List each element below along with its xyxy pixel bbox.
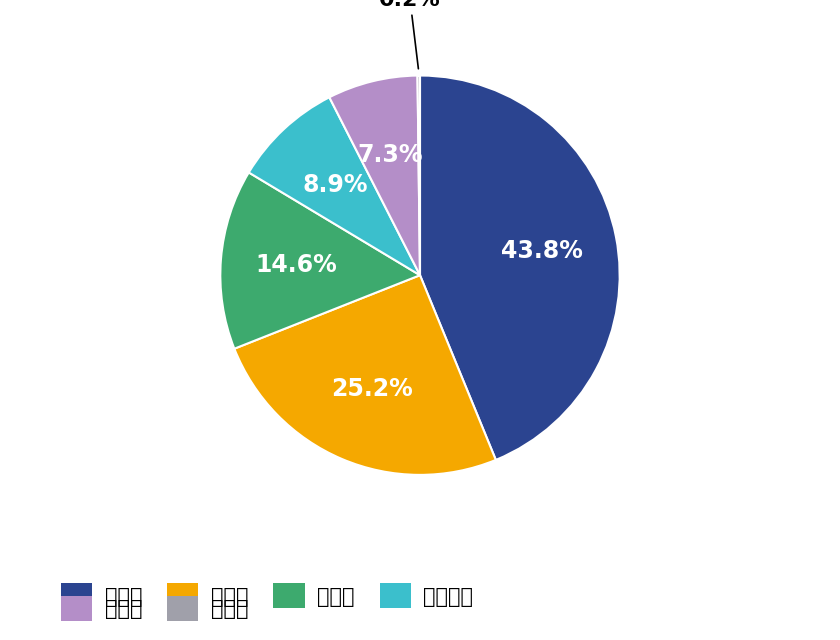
Wedge shape (329, 76, 420, 275)
Legend: 輸入車, その他: 輸入車, その他 (52, 588, 256, 630)
Wedge shape (220, 172, 420, 349)
Wedge shape (420, 76, 620, 460)
Text: 0.2%: 0.2% (379, 0, 441, 68)
Wedge shape (234, 275, 496, 475)
Text: 7.3%: 7.3% (358, 143, 423, 167)
Legend: ホンダ, ヤマハ, スズキ, カワサキ: ホンダ, ヤマハ, スズキ, カワサキ (52, 575, 481, 617)
Wedge shape (249, 97, 420, 275)
Text: 8.9%: 8.9% (302, 173, 368, 196)
Text: 43.8%: 43.8% (501, 239, 582, 263)
Wedge shape (417, 76, 420, 275)
Text: 14.6%: 14.6% (255, 253, 338, 277)
Text: 25.2%: 25.2% (331, 377, 412, 401)
